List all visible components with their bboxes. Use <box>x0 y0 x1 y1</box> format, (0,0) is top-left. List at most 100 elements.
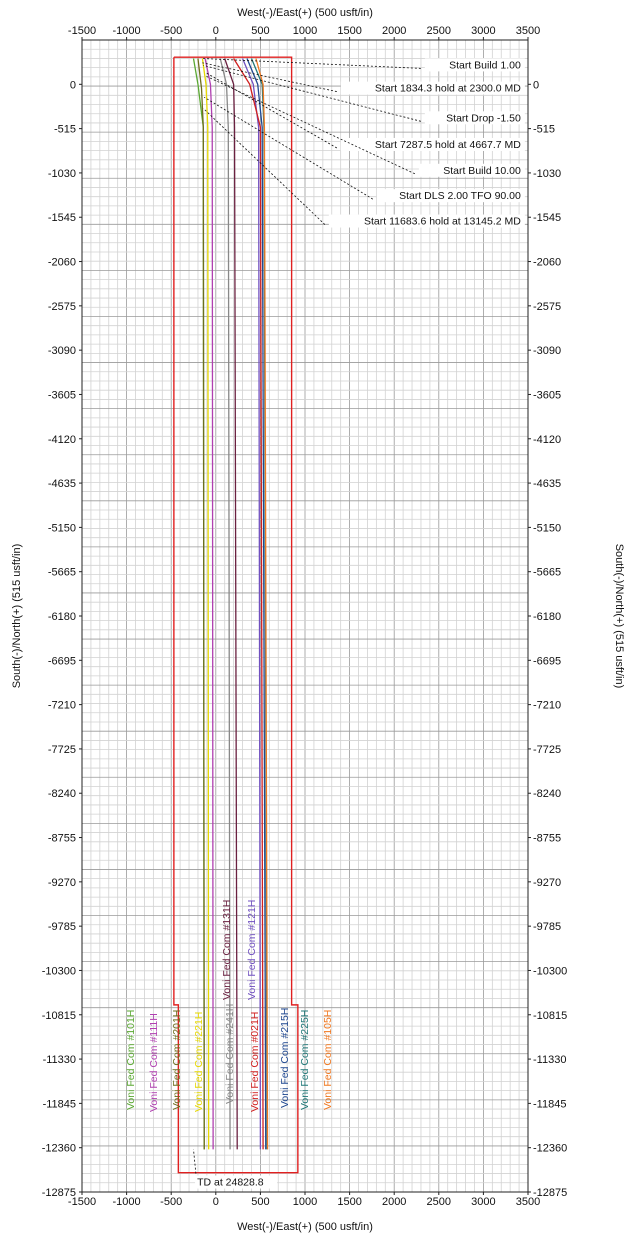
annotation-label: Start DLS 2.00 TFO 90.00 <box>399 190 521 202</box>
annotation-background <box>328 214 525 228</box>
well-label: Voni Fed Com #241H <box>224 1004 236 1104</box>
x-tick-label-bottom: 1000 <box>293 1196 317 1208</box>
annotation-background <box>418 163 525 177</box>
annotation-background <box>195 1175 278 1189</box>
grid <box>81 39 529 1193</box>
well-label: Voni Fed Com #101H <box>125 1010 137 1110</box>
x-tick-label-bottom: -500 <box>160 1196 182 1208</box>
well-label: Voni Fed Com #121H <box>246 900 258 1000</box>
x-tick-label-bottom: 3500 <box>516 1196 540 1208</box>
x-tick-label-bottom: 3000 <box>471 1196 495 1208</box>
annotation-leader <box>202 58 421 69</box>
y-tick-label-left: -7725 <box>48 744 76 756</box>
x-tick-label-top: 3500 <box>516 25 540 37</box>
y-tick-label-left: -1030 <box>48 168 76 180</box>
x-tick-label-bottom: 2000 <box>382 1196 406 1208</box>
annotation-label: Start Build 10.00 <box>443 165 521 177</box>
y-tick-label-left: -5150 <box>48 522 76 534</box>
well-label: Voni Fed Com #201H <box>171 1010 183 1110</box>
y-tick-label-left: -11330 <box>43 1054 76 1066</box>
wellbore-path <box>201 58 210 1150</box>
x-tick-label-bottom: 2500 <box>427 1196 451 1208</box>
y-tick-label-left: -8755 <box>48 833 76 845</box>
wellbore-path <box>204 58 214 1150</box>
annotation-label: TD at 24828.8 <box>197 1177 264 1189</box>
y-tick-label-left: -11845 <box>43 1098 76 1110</box>
y-tick-label-left: -515 <box>54 124 76 136</box>
annotation-label: Start 11683.6 hold at 13145.2 MD <box>364 216 521 228</box>
y-tick-label-right: -4120 <box>533 434 561 446</box>
y-tick-label-left: -3090 <box>48 345 76 357</box>
x-tick-label-top: 3000 <box>471 25 495 37</box>
y-tick-label-right: -10815 <box>533 1010 567 1022</box>
x-tick-label-top: 1500 <box>337 25 361 37</box>
lease-boundary-line <box>173 56 299 1174</box>
annotation-label: Start Build 1.00 <box>449 59 521 71</box>
y-tick-label-left: -12875 <box>42 1187 76 1199</box>
wellbore-path <box>241 58 262 1150</box>
y-tick-label-right: -11330 <box>533 1054 566 1066</box>
x-tick-label-top: 2000 <box>382 25 406 37</box>
x-tick-label-top: -1500 <box>68 25 96 37</box>
well-labels: Voni Fed Com #101H Voni Fed Com #111H Voni… <box>125 900 334 1112</box>
well-label: Voni Fed Com #111H <box>148 1013 160 1112</box>
annotation-background <box>340 81 525 95</box>
wellbore-path <box>224 58 238 1150</box>
y-tick-label-right: -9270 <box>533 877 561 889</box>
y-tick-label-right: -5150 <box>533 522 561 534</box>
y-tick-label-right: -4635 <box>533 478 561 490</box>
x-tick-label-top: 500 <box>251 25 269 37</box>
y-tick-label-right: -12360 <box>533 1143 567 1155</box>
lease-boundaries <box>173 56 299 1174</box>
x-tick-label-bottom: -1000 <box>113 1196 141 1208</box>
y-tick-label-left: -2060 <box>48 257 76 269</box>
y-tick-label-right: -1545 <box>533 212 561 224</box>
y-tick-label-right: -1030 <box>533 168 561 180</box>
wellbore-path <box>192 58 205 1150</box>
x-tick-label-top: -1000 <box>113 25 141 37</box>
annotation-leader <box>202 62 337 93</box>
annotation-label: Start Drop -1.50 <box>446 112 521 124</box>
y-tick-label-right: -3605 <box>533 389 561 401</box>
annotation-leader <box>203 64 421 122</box>
y-tick-label-left: -4120 <box>48 434 76 446</box>
y-tick-label-right: -7725 <box>533 744 561 756</box>
wellbore-path <box>246 58 267 1150</box>
x-tick-label-top: 1000 <box>293 25 317 37</box>
wellbore-path <box>197 58 205 1150</box>
y-tick-label-left: -1545 <box>48 212 76 224</box>
well-label: Voni Fed Com #221H <box>193 1012 205 1112</box>
x-tick-label-bottom: 0 <box>213 1196 219 1208</box>
y-tick-label-right: -10300 <box>533 965 567 977</box>
annotation-label: Start 7287.5 hold at 4667.7 MD <box>375 139 521 151</box>
y-tick-label-left: -7210 <box>48 700 76 712</box>
annotation-background <box>424 58 525 72</box>
y-tick-label-right: -3090 <box>533 345 561 357</box>
y-tick-label-right: -8755 <box>533 833 561 845</box>
y-axis-label-right: South(-)/North(+) (515 usft/in) <box>613 544 625 689</box>
y-tick-label-left: -4635 <box>48 478 76 490</box>
x-tick-label-bottom: 1500 <box>337 1196 361 1208</box>
y-tick-label-left: -5665 <box>48 567 76 579</box>
y-tick-label-right: -5665 <box>533 567 561 579</box>
x-tick-label-top: 0 <box>213 25 219 37</box>
annotation-leader <box>203 108 326 225</box>
x-tick-label-bottom: 500 <box>251 1196 269 1208</box>
annotation-leader <box>204 71 338 149</box>
y-axis-label-left: South(-)/North(+) (515 usft/in) <box>11 544 23 689</box>
y-tick-label-left: -9785 <box>48 921 76 933</box>
annotation-background <box>340 137 525 151</box>
y-tick-label-left: 0 <box>70 79 76 91</box>
y-tick-label-right: -6180 <box>533 611 561 623</box>
annotation-background <box>376 189 525 203</box>
annotations: Start Build 1.00 Start 1834.3 hold at 230… <box>193 58 525 1189</box>
y-tick-label-left: -8240 <box>48 788 76 800</box>
y-tick-label-right: -8240 <box>533 788 561 800</box>
y-tick-label-right: -2575 <box>533 301 561 313</box>
x-tick-label-top: -500 <box>160 25 182 37</box>
y-tick-label-left: -6180 <box>48 611 76 623</box>
y-tick-label-right: 0 <box>533 79 539 91</box>
y-tick-label-right: -11845 <box>533 1098 566 1110</box>
